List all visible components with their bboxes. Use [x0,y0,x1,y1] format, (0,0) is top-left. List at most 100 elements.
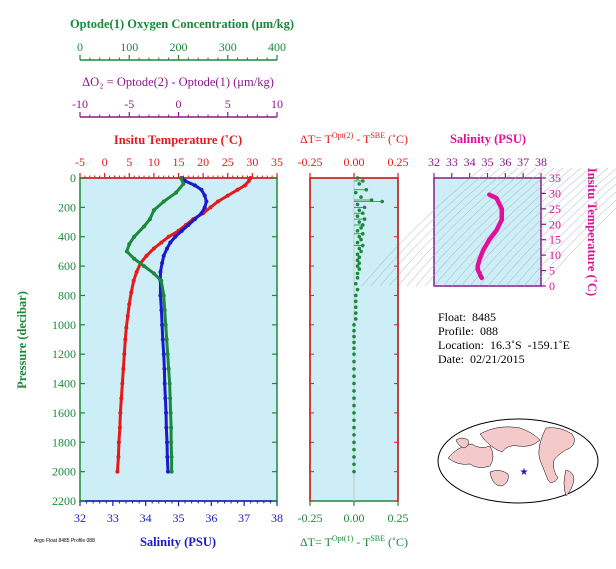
ts-point [477,258,481,262]
temperature-tick-label: 5 [126,155,132,169]
temperature-tick-label: 15 [173,155,185,169]
optode-1-oxygen-concentration-point [174,190,179,195]
optode-1-oxygen-concentration-point [151,271,156,276]
pressure-axis-title: Pressure (decibar) [15,291,29,389]
ts-temperature-tick-label: 15 [549,233,561,247]
salinity-point [179,228,184,233]
delta-t-top-tick-label: -0.25 [298,155,323,169]
delta-t-point [355,287,360,292]
float-location: Location: 16.3˚S -159.1˚E [438,338,570,352]
salinity-point [160,337,165,342]
optode-1-oxygen-concentration-point [142,224,147,229]
salinity-point [164,425,169,430]
delta-t-point [352,462,356,467]
optode-1-oxygen-concentration-point [161,199,166,204]
optode-1-oxygen-concentration-point [168,410,173,415]
salinity-point [165,469,170,474]
pressure-tick-label: 1400 [52,377,76,391]
pressure-tick-label: 2000 [52,465,76,479]
delta-t-top-tick-label: 0.00 [344,155,365,169]
isopycnal-line [478,167,600,287]
optode-1-oxygen-concentration-point [142,264,147,269]
delta-o2-tick-label: -10 [72,97,88,111]
pressure-tick-label: 1200 [52,347,76,361]
insitu-temperature-point [159,240,164,245]
delta-t-point [353,281,358,286]
insitu-temperature-point [123,337,128,342]
isopycnal-line [460,167,582,287]
salinity-point [165,454,170,459]
delta-t-point [357,208,362,213]
insitu-temperature-point [120,381,125,386]
profile-series [115,176,253,474]
delta-t-point [355,276,360,280]
insitu-temperature-point [117,425,122,430]
oxygen-tick-label: 300 [219,40,237,54]
delta-t-point [352,359,356,364]
insitu-temperature-point [144,253,149,258]
insitu-temperature-point [122,352,127,357]
delta-o2-axis: -10 -5 0 5 10 [72,97,283,118]
salinity-tick-label: 35 [173,511,185,525]
delta-t-point [355,264,360,268]
ts-point [478,274,482,278]
delta-t-point [355,229,360,233]
salinity-point [160,261,165,266]
isopycnal-line [451,167,573,287]
isopycnal-line [415,167,537,287]
optode-1-oxygen-concentration-point [161,293,166,298]
insitu-temperature-point [119,396,124,401]
oxygen-tick-label: 0 [77,40,83,54]
oxygen-axis-title: Optode(1) Oxygen Concentration (μm/kg) [70,17,294,31]
profile-panel [79,177,278,502]
delta-t-point [352,374,356,379]
delta-o2-tick-label: 10 [271,97,283,111]
isopycnal-line [523,191,616,287]
ts-point [494,196,498,200]
insitu-temperature-point [118,410,123,415]
optode-1-oxygen-concentration-point [169,469,174,474]
ts-point [500,207,504,211]
isopycnal-line [505,176,616,287]
delta-t-point [353,190,358,195]
insitu-temperature-point [124,325,129,330]
delta-t-point [352,418,356,423]
insitu-temperature-point [166,234,171,239]
delta-t-point [355,240,360,245]
delta-t-point [352,396,356,401]
delta-t-point [357,182,362,186]
delta-t-point [361,179,365,183]
delta-t-point [355,252,360,257]
isopycnal-line [370,167,492,287]
ts-salinity-tick-label: 36 [499,155,511,169]
salinity-point [158,293,163,298]
delta-t-point [352,403,356,408]
delta-t-point [355,258,360,263]
ts-temperature-tick-label: 10 [549,248,561,262]
delta-t-point [352,334,356,339]
isopycnal-line [487,167,609,287]
optode-1-oxygen-concentration-point [169,454,174,459]
temperature-axis-title: Insitu Temperature (˚C) [114,133,242,147]
salinity-point [199,187,204,192]
oxygen-axis: 0 100 200 300 400 [77,40,286,61]
delta-t-point [357,234,362,239]
optode-1-oxygen-concentration-point [163,322,168,327]
delta-t-bottom-tick-label: -0.25 [298,511,323,525]
pressure-tick-label: 1800 [52,435,76,449]
temperature-tick-label: 20 [197,155,209,169]
optode-1-oxygen-concentration-point [168,396,173,401]
delta-t-axes: -0.25 -0.25 0.00 0.00 0.25 0.25 [298,155,409,525]
temperature-tick-label: 25 [222,155,234,169]
delta-t-point [352,447,356,452]
pressure-tick-label: 1600 [52,406,76,420]
profile-date: Date: 02/21/2015 [438,352,525,366]
isopycnal-line [469,167,591,287]
delta-t-point [355,202,360,207]
delta-t-point [359,249,363,254]
isopycnal-line [388,167,510,287]
insitu-temperature-point [134,269,139,274]
insitu-temperature-point [215,199,220,204]
